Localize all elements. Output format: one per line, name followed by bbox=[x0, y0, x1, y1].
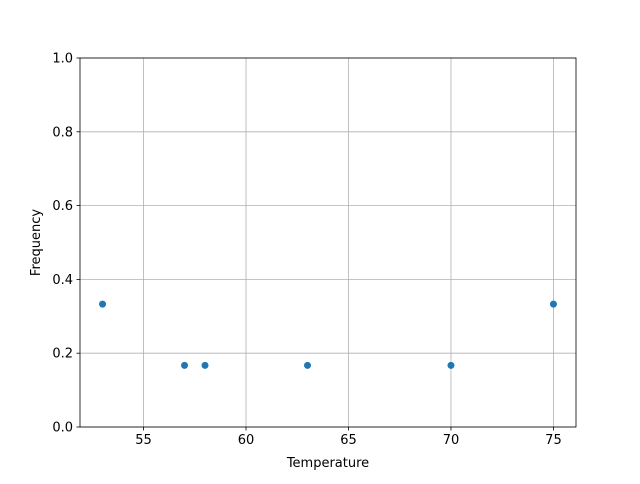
grid bbox=[80, 57, 576, 428]
x-tick-label: 55 bbox=[135, 433, 152, 448]
y-tick-label: 0.2 bbox=[52, 347, 73, 362]
y-tick-label: 1.0 bbox=[52, 52, 73, 67]
x-tick-label: 70 bbox=[443, 433, 460, 448]
data-point bbox=[181, 361, 189, 369]
data-point bbox=[304, 361, 312, 369]
data-point bbox=[201, 361, 209, 369]
x-tick-label: 65 bbox=[340, 433, 357, 448]
y-tick-label: 0.6 bbox=[52, 199, 73, 214]
y-tick-label: 0.4 bbox=[52, 273, 73, 288]
data-point bbox=[99, 300, 107, 308]
data-point bbox=[549, 300, 557, 308]
y-axis-ticks: 0.0 0.2 0.4 0.6 0.8 1.0 bbox=[52, 52, 80, 436]
x-tick-label: 75 bbox=[545, 433, 562, 448]
data-point bbox=[447, 361, 455, 369]
x-axis-label: Temperature bbox=[286, 456, 369, 471]
x-axis-ticks: 55 60 65 70 75 bbox=[135, 427, 562, 448]
y-tick-label: 0.0 bbox=[52, 421, 73, 436]
x-tick-label: 60 bbox=[238, 433, 255, 448]
data-points bbox=[99, 300, 557, 369]
y-tick-label: 0.8 bbox=[52, 125, 73, 140]
y-axis-label: Frequency bbox=[29, 209, 44, 276]
plot-frame bbox=[79, 57, 577, 428]
